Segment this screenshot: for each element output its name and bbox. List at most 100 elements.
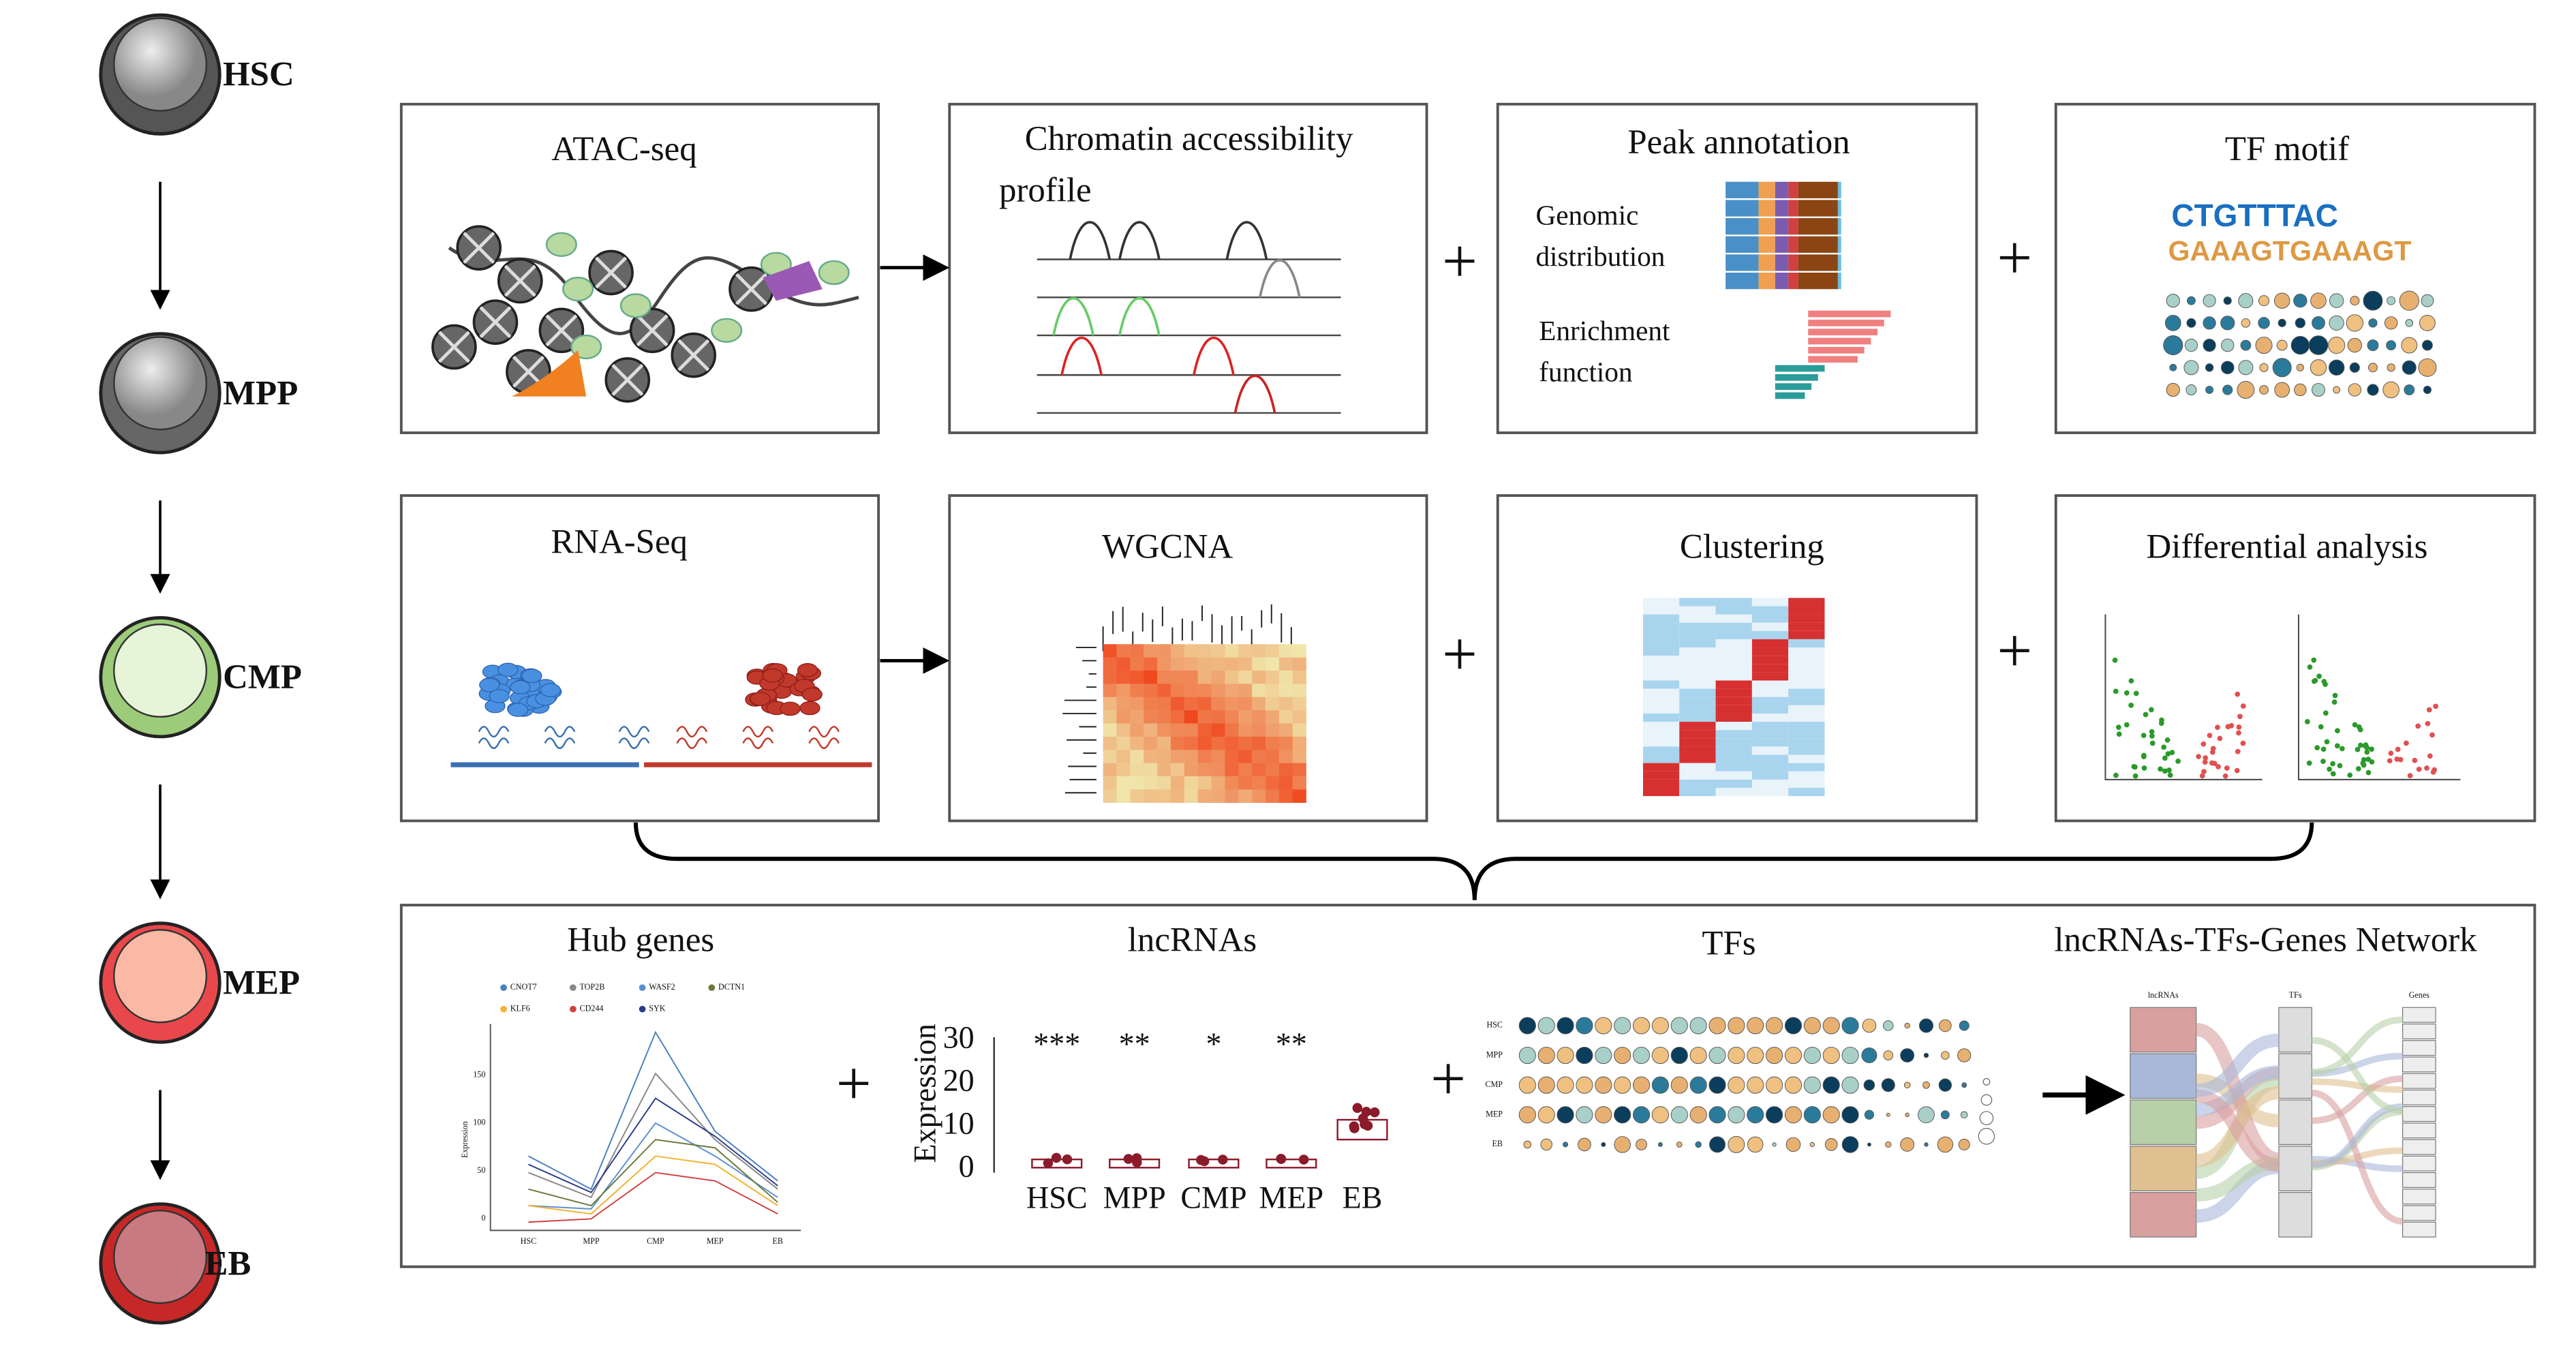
- heat-cell: [1751, 680, 1789, 689]
- wave: [544, 726, 576, 750]
- volcano-dot: [2331, 699, 2337, 705]
- dot: [2328, 337, 2346, 354]
- heat-cell: [1197, 789, 1212, 804]
- heat-cell: [1211, 736, 1225, 750]
- volcano-dot: [2363, 742, 2369, 748]
- heat-cell: [1197, 670, 1212, 684]
- dot: [2423, 385, 2432, 395]
- volcano-dot: [2320, 746, 2327, 752]
- dot: [2312, 316, 2325, 330]
- heat-cell: [1170, 763, 1185, 777]
- legend-label: KLF6: [510, 1003, 530, 1013]
- heat-cell: [1266, 763, 1280, 777]
- heat-cell: [1679, 730, 1716, 739]
- dot: [2349, 362, 2360, 373]
- y-tick-label: 0: [481, 1213, 485, 1223]
- heat-cell: [1157, 670, 1171, 684]
- heat-cell: [1715, 664, 1752, 673]
- cell-label: MPP: [223, 374, 298, 412]
- dot: [2169, 363, 2177, 371]
- heat-cell: [1252, 750, 1266, 763]
- heat-cell: [1292, 789, 1306, 804]
- dot: [1689, 1017, 1707, 1035]
- dot: [1765, 1017, 1783, 1035]
- dot: [1904, 1022, 1910, 1029]
- volcano-dot: [2202, 759, 2208, 765]
- heat-cell: [1642, 705, 1680, 714]
- row-label: MEP: [1486, 1110, 1503, 1119]
- heat-cell: [1751, 788, 1789, 797]
- heat-cell: [1642, 763, 1680, 771]
- panel-label: function: [1539, 356, 1632, 388]
- heat-cell: [1292, 670, 1306, 684]
- heat-cell: [1751, 647, 1789, 656]
- transcript-blob: [521, 669, 542, 684]
- heat-cell: [1238, 657, 1253, 671]
- volcano-dot: [2141, 765, 2147, 771]
- dot: [1903, 1082, 1911, 1088]
- dot: [2205, 363, 2214, 372]
- heat-cell: [1278, 644, 1293, 658]
- plus-sign: +: [1997, 223, 2032, 292]
- dot: [1728, 1076, 1745, 1094]
- heat-cell: [1157, 776, 1171, 790]
- heat-cell: [1751, 598, 1789, 607]
- box: [1266, 1158, 1317, 1169]
- heat-cell: [1197, 710, 1212, 724]
- dot: [1614, 1076, 1631, 1094]
- transcript-blob: [540, 683, 561, 697]
- dot: [1670, 1076, 1688, 1094]
- heat-cell: [1751, 639, 1789, 648]
- volcano-dot: [2141, 733, 2147, 739]
- volcano-dot: [2236, 724, 2242, 730]
- y-tick-label: 150: [473, 1069, 485, 1079]
- heat-cell: [1252, 723, 1266, 737]
- heat-cell: [1715, 788, 1752, 797]
- heat-cell: [1103, 723, 1117, 737]
- volcano-dot: [2164, 737, 2171, 743]
- volcano-dot: [2352, 722, 2358, 728]
- heat-cell: [1184, 697, 1198, 711]
- dot: [1765, 1076, 1783, 1094]
- heat-cell: [1679, 598, 1716, 607]
- heat-cell: [1679, 688, 1716, 697]
- heat-cell: [1238, 723, 1253, 737]
- stacked-bar: [1726, 273, 1759, 290]
- heat-cell: [1130, 763, 1144, 777]
- dot: [1518, 1106, 1536, 1124]
- heat-cell: [1130, 670, 1144, 684]
- stacked-bar: [1758, 218, 1775, 235]
- heat-cell: [1225, 710, 1239, 724]
- heat-cell: [1130, 657, 1144, 671]
- dot: [1651, 1076, 1670, 1094]
- volcano-dot: [2330, 771, 2336, 777]
- heat-cell: [1715, 746, 1752, 755]
- dot: [2221, 338, 2235, 352]
- dot: [1636, 1138, 1647, 1150]
- heat-cell: [1144, 644, 1158, 658]
- heat-cell: [1252, 684, 1266, 697]
- flow: [2196, 1065, 2280, 1116]
- flow: [2311, 1089, 2404, 1225]
- heat-cell: [1679, 656, 1716, 664]
- peak-curve: [1052, 296, 1094, 336]
- volcano-dot: [2395, 746, 2401, 752]
- heat-cell: [1238, 710, 1253, 724]
- stacked-bar: [1798, 273, 1838, 290]
- heat-cell: [1679, 647, 1716, 656]
- dot: [2186, 384, 2197, 396]
- stacked-bar: [1775, 254, 1789, 271]
- heat-cell: [1184, 789, 1198, 804]
- dot: [2293, 294, 2307, 308]
- node: [2402, 1122, 2436, 1139]
- heat-cell: [1751, 713, 1789, 722]
- peak-curve: [1193, 336, 1235, 376]
- heat-cell: [1238, 763, 1253, 777]
- dot: [1695, 1141, 1702, 1148]
- heat-cell: [1197, 644, 1212, 658]
- dot: [1676, 1142, 1683, 1148]
- heat-cell: [1751, 664, 1789, 673]
- heat-cell: [1642, 606, 1680, 615]
- volcano-dot: [2234, 767, 2240, 774]
- heat-cell: [1157, 750, 1171, 763]
